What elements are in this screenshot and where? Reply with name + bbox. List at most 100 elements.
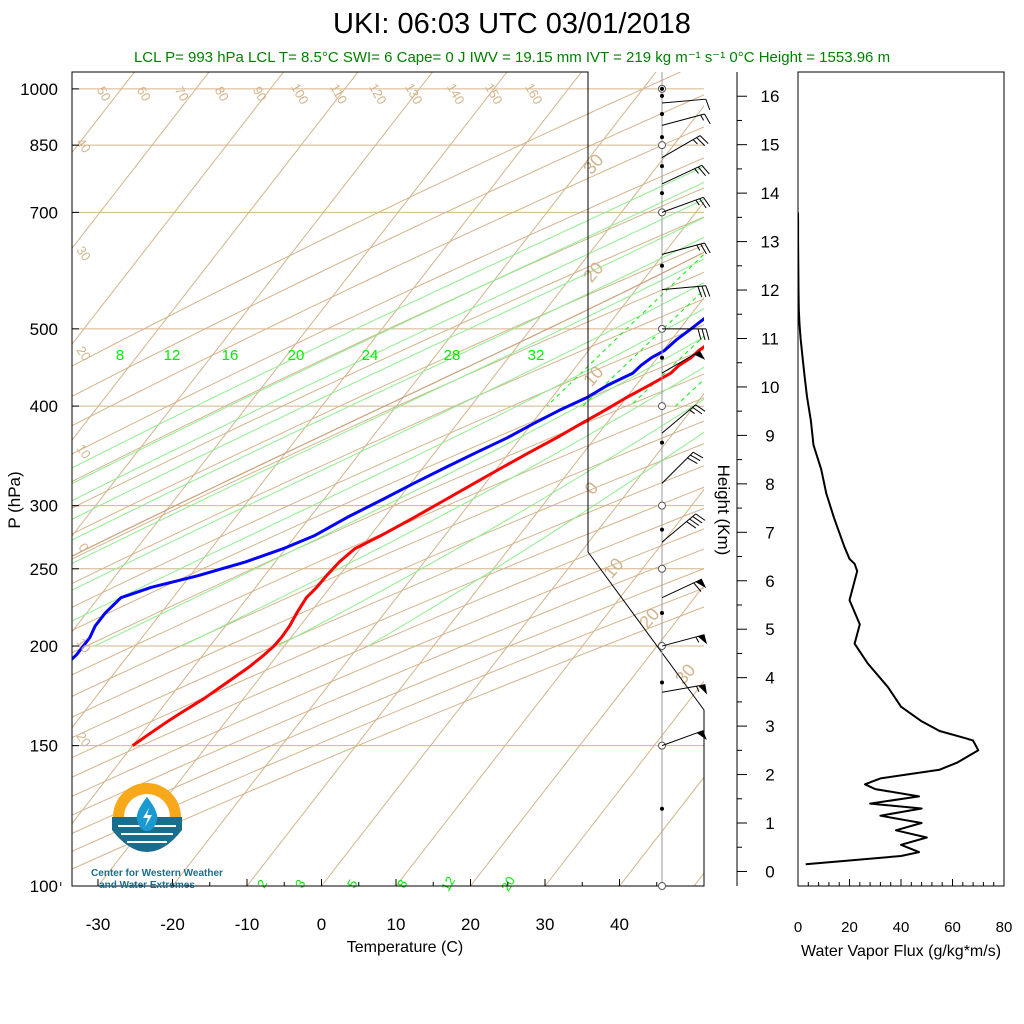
wind-barb-staff <box>661 285 706 291</box>
y-tick-label: 250 <box>30 560 58 579</box>
y-axis-label: P (hPa) <box>5 471 24 528</box>
dry-adiabat <box>72 324 704 608</box>
dewpoint-trace <box>72 316 704 662</box>
wind-barb-feather <box>705 285 711 297</box>
wind-barb-feather <box>692 406 703 415</box>
flux-x-tick-label: 60 <box>944 919 961 936</box>
isotherm <box>395 488 704 886</box>
height-tick-label: 3 <box>765 717 774 736</box>
isotherm <box>470 584 704 886</box>
wind-barb-flag <box>698 684 708 695</box>
height-tick-label: 15 <box>761 136 780 155</box>
wind-barb-feather <box>695 513 706 521</box>
isotherm <box>72 72 210 250</box>
mixing-ratio-label: 8 <box>116 347 124 364</box>
moist-adiabat <box>181 366 704 647</box>
barb-dot <box>660 135 664 140</box>
moist-adiabat <box>72 258 704 564</box>
parcel-path <box>72 251 704 557</box>
mixing-ratio-line <box>675 378 704 407</box>
mixing-ratio-bottom-label: 12 <box>438 874 458 894</box>
isotherm <box>72 72 582 729</box>
wind-barb-feather <box>699 198 707 209</box>
wind-barb-feather <box>705 328 710 340</box>
wind-barb-staff <box>661 242 705 255</box>
isotherm-label-left: 40 <box>73 135 94 155</box>
dry-adiabat <box>72 507 704 778</box>
wind-barb-feather <box>689 518 700 526</box>
adiabat-label: 60 <box>134 84 154 104</box>
flux-frame <box>797 71 1005 887</box>
wind-barb <box>661 578 707 599</box>
isotherm-label-left: 20 <box>73 729 94 749</box>
moist-adiabat <box>277 398 704 647</box>
mixing-ratio-label: 28 <box>444 347 461 364</box>
wind-barb-half-feather <box>694 168 699 174</box>
wind-barb-staff <box>661 135 701 159</box>
moist-adiabat <box>367 431 704 647</box>
wind-barb <box>661 684 708 695</box>
wind-barb <box>661 513 706 543</box>
wind-barb-feather <box>697 328 702 340</box>
barb-level-circle <box>658 564 666 573</box>
x-tick-label: 40 <box>610 915 629 934</box>
wind-barb-feather <box>700 243 707 255</box>
dry-adiabat <box>72 465 704 739</box>
wind-barb-flag <box>696 730 707 740</box>
dry-adiabat <box>72 94 704 397</box>
x-tick-label: 30 <box>536 915 555 934</box>
wind-barb-feather <box>692 451 704 459</box>
mixing-ratio-label: 24 <box>362 347 379 364</box>
height-tick-label: 11 <box>761 329 779 348</box>
dry-adiabat <box>72 443 704 718</box>
barb-dot <box>660 527 664 532</box>
isotherm <box>72 72 284 345</box>
dry-adiabat <box>72 298 704 585</box>
height-tick-label: 10 <box>761 378 780 397</box>
mixing-ratio-line <box>771 89 1024 406</box>
barb-level-circle <box>658 501 666 510</box>
isotherm <box>544 680 704 886</box>
wind-barb-staff <box>661 730 704 747</box>
isotherm-label-left: 10 <box>73 441 94 461</box>
wind-barb-feather <box>687 457 698 464</box>
moist-adiabat <box>72 308 704 622</box>
wind-barb <box>662 328 710 340</box>
wind-barb-staff <box>661 634 705 647</box>
wind-barb <box>661 451 704 484</box>
chart-subtitle: LCL P= 993 hPa LCL T= 8.5°C SWI= 6 Cape=… <box>133 49 891 66</box>
wind-barb-feather <box>686 521 697 529</box>
y-tick-label: 100 <box>30 877 58 896</box>
barb-dot <box>660 86 664 91</box>
wind-barb-half-feather <box>696 685 700 693</box>
wind-barb-half-feather <box>692 139 698 145</box>
dry-adiabat <box>72 126 704 427</box>
flux-x-tick-label: 40 <box>893 919 910 936</box>
moist-adiabat <box>72 198 704 502</box>
wind-barb-feather <box>701 164 710 175</box>
chart-title: UKI: 06:03 UTC 03/01/2018 <box>333 8 691 40</box>
barb-dot <box>660 191 664 196</box>
wind-barb <box>661 196 711 213</box>
wind-barb <box>661 350 706 374</box>
wind-barb-feather <box>692 516 703 524</box>
y-tick-label: 500 <box>30 320 58 339</box>
wind-barb-feather <box>701 285 707 297</box>
dry-adiabat <box>72 244 704 535</box>
dry-adiabat <box>72 216 704 509</box>
wind-barb-feather <box>697 286 703 298</box>
y-tick-label: 300 <box>30 497 58 516</box>
y-tick-label: 850 <box>30 136 58 155</box>
wind-barb-half-feather <box>695 636 700 643</box>
moist-adiabat <box>72 165 704 469</box>
flux-x-tick-label: 20 <box>841 919 858 936</box>
wind-barb-feather <box>693 582 702 592</box>
wind-barb-feather <box>704 242 711 254</box>
isotherm-label-left: 30 <box>73 243 94 263</box>
wind-barb <box>661 164 710 185</box>
dry-adiabat <box>72 420 704 697</box>
wind-barb-staff <box>661 451 694 484</box>
x-axis-label: Temperature (C) <box>347 939 463 956</box>
isotherm <box>97 105 704 886</box>
y-tick-label: 150 <box>30 737 58 756</box>
